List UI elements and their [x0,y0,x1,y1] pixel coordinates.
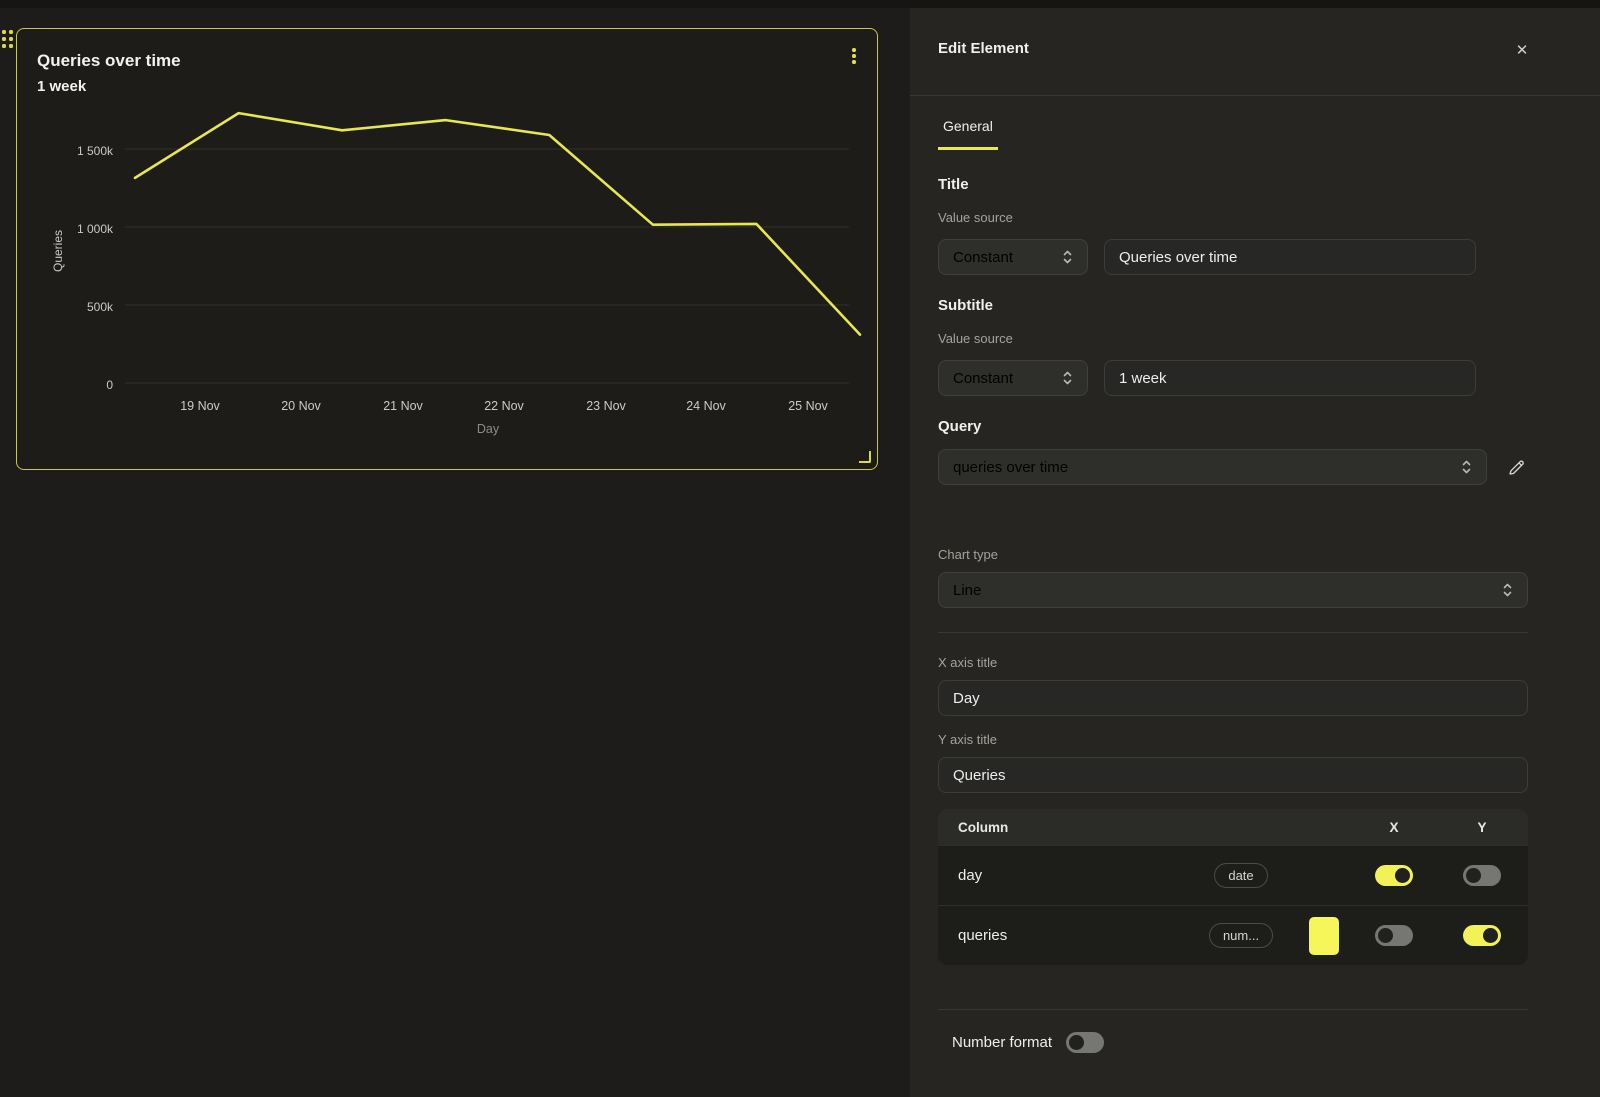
x-tick-23nov: 23 Nov [586,399,626,413]
query-select[interactable]: queries over time [938,449,1487,485]
title-section-heading: Title [938,176,969,193]
panel-title: Edit Element [938,40,1029,57]
chevron-updown-icon [1063,250,1072,264]
table-row-queries: queries num... [938,905,1528,965]
tab-general[interactable]: General [938,96,998,150]
dashboard-canvas: Queries over time 1 week 0 500k 1 000k 1… [0,8,910,1097]
y-header: Y [1477,819,1487,835]
day-y-toggle[interactable] [1463,865,1501,886]
columns-table-header: Column X Y [938,809,1528,845]
query-select-value: queries over time [953,458,1069,476]
y-axis-title: Queries [51,229,65,273]
title-value-input[interactable]: Queries over time [1104,239,1476,275]
query-section-heading: Query [938,418,982,435]
subtitle-source-select[interactable]: Constant [938,360,1088,396]
x-tick-19nov: 19 Nov [180,399,220,413]
y-tick-500k: 500k [86,300,113,314]
title-source-value: Constant [953,248,1014,266]
chart-subtitle: 1 week [37,78,87,95]
chevron-updown-icon [1462,460,1471,474]
panel-header: Edit Element ✕ [910,8,1600,96]
number-format-row: Number format [938,1032,1528,1053]
column-name: day [958,867,983,884]
chevron-updown-icon [1063,371,1072,385]
subtitle-value-input[interactable]: 1 week [1104,360,1476,396]
x-axis-title-input[interactable]: Day [938,680,1528,716]
series-color-swatch[interactable] [1309,916,1339,955]
widget-resize-handle[interactable] [859,451,871,463]
title-value-source-label: Value source [938,210,1013,225]
widget-menu-icon[interactable] [845,43,863,69]
section-divider [938,632,1528,633]
column-header: Column [958,819,1009,835]
panel-content: Title Value source Constant Queries over… [938,176,1528,1053]
x-tick-22nov: 22 Nov [484,399,524,413]
edit-query-button[interactable] [1504,455,1528,479]
chart-svg [125,111,862,384]
panel-tabbar: General [938,96,1600,150]
y-tick-0: 0 [106,378,113,392]
day-x-toggle[interactable] [1375,865,1413,886]
subtitle-value-source-label: Value source [938,331,1013,346]
y-tick-1000k: 1 000k [76,222,113,236]
queries-y-toggle[interactable] [1463,925,1501,946]
chart-type-value: Line [953,581,982,599]
subtitle-source-value: Constant [953,369,1014,387]
columns-table: Column X Y day date queries num... [938,809,1528,965]
chart-title: Queries over time [37,51,181,70]
type-badge: date [1214,863,1268,888]
x-axis-title-label: X axis title [938,655,998,670]
chart-type-select[interactable]: Line [938,572,1528,608]
x-tick-24nov: 24 Nov [686,399,726,413]
queries-x-toggle[interactable] [1375,925,1413,946]
close-icon[interactable]: ✕ [1510,38,1534,62]
subtitle-section-heading: Subtitle [938,297,993,314]
y-tick-1500k: 1 500k [76,144,113,158]
pencil-icon [1508,460,1524,475]
app-top-bar [0,0,1600,8]
y-axis-title-input[interactable]: Queries [938,757,1528,793]
x-tick-20nov: 20 Nov [281,399,321,413]
section-divider [938,1009,1528,1010]
x-axis-title: Day [476,422,500,436]
title-source-select[interactable]: Constant [938,239,1088,275]
chart-widget[interactable]: Queries over time 1 week 0 500k 1 000k 1… [16,28,878,470]
type-badge: num... [1208,923,1274,948]
x-tick-21nov: 21 Nov [383,399,423,413]
x-tick-25nov: 25 Nov [788,399,828,413]
y-axis-title-label: Y axis title [938,732,998,747]
number-format-label: Number format [952,1034,1053,1051]
x-header: X [1389,819,1399,835]
table-row-day: day date [938,845,1528,905]
chevron-updown-icon [1503,583,1512,597]
chart-type-label: Chart type [938,547,998,562]
number-format-toggle[interactable] [1066,1032,1105,1053]
column-name: queries [958,927,1008,944]
edit-element-panel: Edit Element ✕ General Title Value sourc… [910,8,1600,1097]
widget-drag-handle-icon[interactable] [2,30,13,48]
